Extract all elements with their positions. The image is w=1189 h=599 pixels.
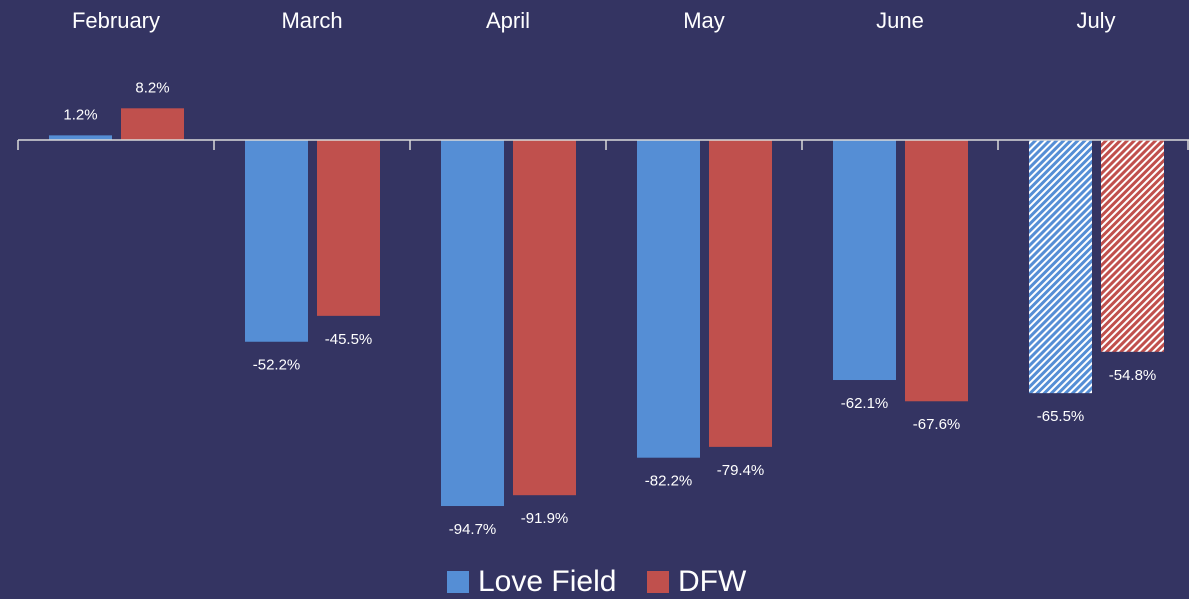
- data-label: -45.5%: [325, 331, 373, 348]
- bar: [317, 140, 380, 316]
- data-label: 8.2%: [135, 79, 169, 96]
- data-label: -54.8%: [1109, 367, 1157, 384]
- x-tick-label: June: [876, 8, 924, 33]
- bar: [833, 140, 896, 381]
- data-label: -91.9%: [521, 510, 569, 527]
- bar: [49, 135, 112, 140]
- legend-label: Love Field: [478, 565, 616, 598]
- x-tick-label: May: [683, 8, 725, 33]
- legend-swatch: [647, 571, 669, 593]
- bar: [121, 108, 184, 140]
- bar: [1029, 140, 1092, 394]
- legend-swatch: [447, 571, 469, 593]
- legend-label: DFW: [678, 565, 747, 598]
- bar: [441, 140, 504, 507]
- x-tick-label: February: [72, 8, 160, 33]
- data-label: -79.4%: [717, 462, 765, 479]
- bar: [513, 140, 576, 496]
- bar: [905, 140, 968, 402]
- data-label: -62.1%: [841, 395, 889, 412]
- x-tick-label: March: [281, 8, 342, 33]
- data-label: -82.2%: [645, 473, 693, 490]
- bar: [245, 140, 308, 342]
- data-label: 1.2%: [63, 106, 97, 123]
- x-tick-label: July: [1076, 8, 1115, 33]
- bar: [637, 140, 700, 458]
- bar: [1101, 140, 1164, 352]
- data-label: -67.6%: [913, 416, 961, 433]
- data-label: -94.7%: [449, 521, 497, 538]
- data-label: -65.5%: [1037, 408, 1085, 425]
- bar: [709, 140, 772, 447]
- x-tick-label: April: [486, 8, 530, 33]
- data-label: -52.2%: [253, 357, 301, 374]
